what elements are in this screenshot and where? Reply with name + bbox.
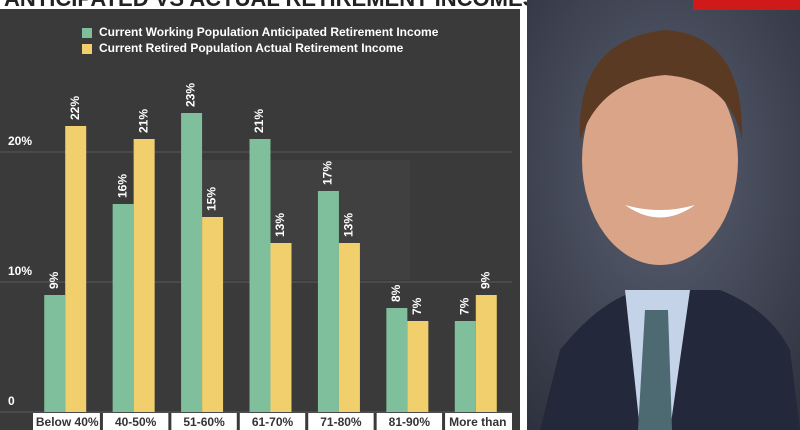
x-tick-label: More than [449, 415, 506, 429]
bar [44, 295, 66, 412]
chart-title: ANTICIPATED VS ACTUAL RETIREMENT INCOMES [4, 0, 537, 11]
bar [338, 243, 360, 412]
value-label: 21% [252, 109, 266, 133]
live-badge [693, 0, 800, 10]
bar [181, 113, 203, 412]
x-tick-label: Below 40% [36, 415, 99, 429]
bar [454, 321, 476, 412]
smile [625, 205, 695, 218]
y-tick-label: 20% [8, 134, 32, 148]
value-label: 16% [115, 174, 129, 198]
x-tick-label: 51-60% [183, 415, 225, 429]
bar [249, 139, 271, 412]
plot: 0 10% 20% Current Working Population Antici… [0, 25, 512, 430]
value-label: 21% [136, 109, 150, 133]
value-label: 15% [205, 187, 219, 211]
y-tick-label: 10% [8, 264, 32, 278]
photo [527, 0, 800, 430]
value-label: 23% [184, 83, 198, 107]
value-label: 9% [47, 271, 61, 289]
value-label: 8% [389, 284, 403, 302]
bar [317, 191, 339, 412]
value-label: 13% [342, 213, 356, 237]
bar [407, 321, 429, 412]
value-label: 13% [273, 213, 287, 237]
y-tick-label: 0 [8, 394, 15, 408]
legend-label: Current Retired Population Actual Retire… [99, 41, 404, 55]
legend-label: Current Working Population Anticipated R… [99, 25, 439, 39]
legend-swatch [82, 44, 92, 54]
value-label: 9% [478, 271, 492, 289]
bar [112, 204, 134, 412]
bar [65, 126, 87, 412]
tie [638, 310, 672, 430]
bar [270, 243, 292, 412]
bar [475, 295, 497, 412]
value-label: 17% [321, 161, 335, 185]
bar [133, 139, 155, 412]
x-tick-label: 71-80% [320, 415, 362, 429]
title-strip [0, 0, 520, 9]
hair [579, 30, 743, 140]
x-tick-label: 81-90% [389, 415, 431, 429]
legend-swatch [82, 28, 92, 38]
x-tick-label: 61-70% [252, 415, 294, 429]
x-axis-strip [33, 413, 512, 430]
x-tick-label: 40-50% [115, 415, 157, 429]
bar [386, 308, 408, 412]
face [582, 55, 738, 265]
value-label: 7% [457, 297, 471, 315]
value-label: 22% [68, 96, 82, 120]
bar [202, 217, 224, 412]
value-label: 7% [410, 297, 424, 315]
